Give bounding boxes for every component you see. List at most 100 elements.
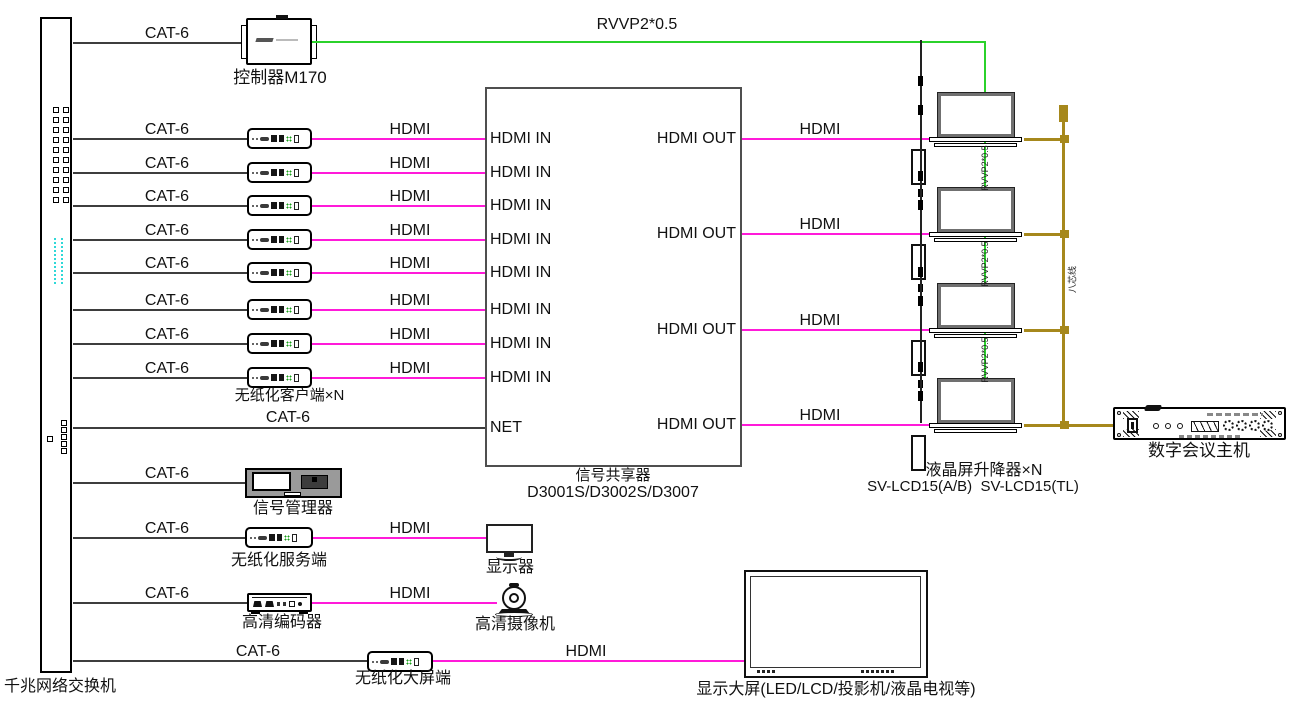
port-icon xyxy=(271,202,277,209)
cat6-line xyxy=(73,377,247,379)
bigscreen-terminal-label: 无纸化大屏端 xyxy=(354,670,451,687)
hdmi-line xyxy=(312,377,485,379)
eight-core-terminal xyxy=(1059,105,1068,122)
port-icon xyxy=(63,117,69,123)
port-icon xyxy=(61,448,67,454)
eight-core-line-vertical xyxy=(1062,121,1065,427)
paperless-client-box xyxy=(247,299,312,320)
cat6-line xyxy=(73,239,247,241)
cat6-label: CAT-6 xyxy=(144,326,190,343)
vent-panel xyxy=(1191,421,1219,432)
port-icon xyxy=(61,420,67,426)
port-icon xyxy=(286,306,292,313)
hdmi-in-port-label: HDMI IN xyxy=(490,130,552,147)
paperless-client-box xyxy=(247,128,312,149)
port-icon xyxy=(63,157,69,163)
display-buttons xyxy=(861,670,894,673)
port-icon xyxy=(250,536,252,539)
net-port-label: NET xyxy=(490,419,522,436)
eight-core-stub xyxy=(1024,329,1064,332)
controller-label: 控制器M170 xyxy=(233,68,327,87)
port-icon xyxy=(53,137,59,143)
hdmi-line xyxy=(312,602,497,604)
switch-port-column xyxy=(61,420,67,454)
hdmi-label: HDMI xyxy=(799,407,841,424)
conference-host-box xyxy=(1113,405,1286,440)
paperless-server-box xyxy=(245,527,313,548)
port-icon xyxy=(260,237,269,242)
button-dot xyxy=(866,670,869,673)
port-icon xyxy=(271,306,277,313)
port-icon xyxy=(258,535,267,540)
cat6-label: CAT-6 xyxy=(265,409,311,426)
knob-icon xyxy=(1223,420,1234,431)
port-icon xyxy=(279,374,284,381)
port-icon xyxy=(284,534,290,541)
device-foot xyxy=(299,611,308,614)
clients-group-label: 无纸化客户端×N xyxy=(234,387,345,404)
signal-manager-box xyxy=(245,468,342,498)
port-icon xyxy=(53,197,59,203)
port-icon xyxy=(279,135,284,142)
cat6-line xyxy=(73,482,245,484)
button-dot xyxy=(772,670,775,673)
cat6-line xyxy=(73,309,247,311)
panel-print xyxy=(1207,413,1263,416)
hdmi-in-port-label: HDMI IN xyxy=(490,335,552,352)
big-display-frame xyxy=(744,570,928,678)
port-icon xyxy=(63,197,69,203)
monitor-screen xyxy=(486,524,533,553)
camera-lens-icon xyxy=(509,593,519,603)
cat6-label: CAT-6 xyxy=(144,188,190,205)
cat6-line xyxy=(73,42,246,44)
button-dot xyxy=(876,670,879,673)
port-icon xyxy=(286,135,292,142)
cat6-line xyxy=(73,602,247,604)
lifters-name-label: 液晶屏升降器×N xyxy=(925,462,1043,479)
button-dot xyxy=(757,670,760,673)
cat6-line xyxy=(73,537,245,539)
port-icon xyxy=(372,660,374,663)
port-icon xyxy=(260,375,269,380)
port-icon xyxy=(252,171,254,174)
port-icon xyxy=(260,307,269,312)
port-icon xyxy=(294,168,299,177)
knob-icon xyxy=(1236,420,1247,431)
port-icon xyxy=(286,269,292,276)
port-icon xyxy=(252,137,254,140)
cat6-label: CAT-6 xyxy=(144,585,190,602)
panel-print xyxy=(1179,435,1243,438)
lifter-rod-segment xyxy=(918,105,923,115)
port-icon xyxy=(61,441,67,447)
camera-top-nub xyxy=(509,583,519,587)
port-icon xyxy=(63,137,69,143)
hdmi-line xyxy=(312,343,485,345)
port-icon xyxy=(406,658,412,665)
port-icon xyxy=(289,601,295,607)
controller-box xyxy=(241,15,317,65)
rack-ear-stripes xyxy=(1123,411,1139,419)
cat6-line xyxy=(73,172,247,174)
port-icon xyxy=(294,201,299,210)
hdmi-out-port-label: HDMI OUT xyxy=(656,416,736,433)
port-icon xyxy=(256,204,258,207)
eight-core-stub xyxy=(1024,138,1064,141)
monitor-base xyxy=(496,553,522,561)
lifter-base xyxy=(929,137,1022,142)
port-icon xyxy=(283,602,286,606)
lifter-base-shelf xyxy=(934,429,1017,433)
switch-port-grid xyxy=(53,107,69,203)
rvvp-line-horizontal xyxy=(312,41,986,43)
network-switch-box xyxy=(40,17,72,673)
conference-host-label: 数字会议主机 xyxy=(1148,441,1250,460)
port-icon xyxy=(256,376,258,379)
port-icon xyxy=(298,602,302,606)
mount-ear xyxy=(241,25,247,59)
controller-logo xyxy=(255,38,274,42)
lifter-rod-segment xyxy=(918,200,923,210)
paperless-server-label: 无纸化服务端 xyxy=(230,552,327,569)
hdmi-line xyxy=(312,272,485,274)
port-icon xyxy=(260,203,269,208)
manager-drive-bay xyxy=(301,475,328,489)
lifter-rod-segment xyxy=(918,391,923,401)
